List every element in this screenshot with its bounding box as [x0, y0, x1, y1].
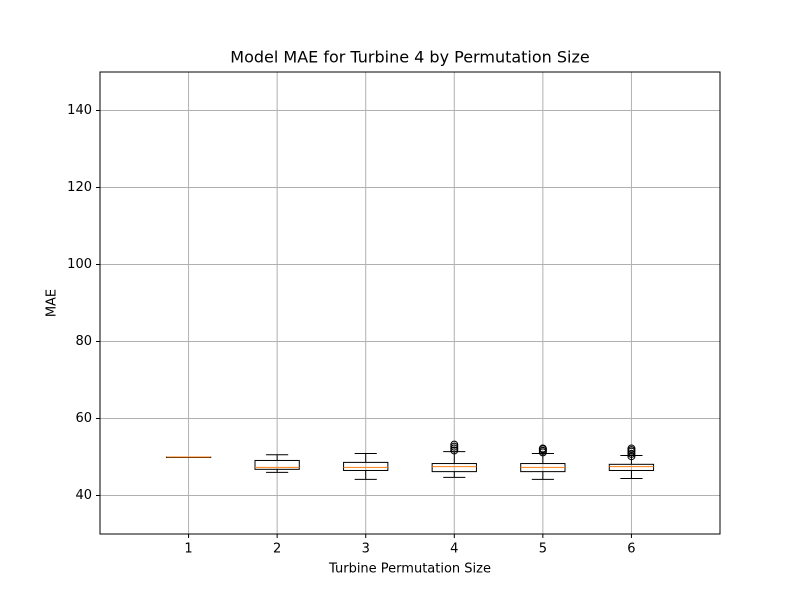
y-tick-label: 80 [75, 334, 92, 349]
outlier [627, 444, 636, 453]
outlier [538, 444, 547, 453]
box [343, 461, 389, 471]
outlier [627, 452, 636, 461]
box [254, 459, 300, 470]
box [608, 463, 655, 471]
chart-title: Model MAE for Turbine 4 by Permutation S… [230, 48, 589, 67]
x-axis-label: Turbine Permutation Size [328, 562, 491, 577]
x-tick-label: 3 [362, 542, 370, 557]
y-tick-label: 60 [75, 411, 92, 426]
outlier [627, 449, 636, 458]
x-tick-label: 4 [450, 542, 458, 557]
box [431, 463, 477, 473]
outlier [450, 440, 459, 449]
y-tick-label: 140 [67, 103, 92, 118]
y-tick-label: 40 [75, 488, 92, 503]
plot-frame [99, 71, 721, 535]
y-tick-label: 100 [67, 257, 92, 272]
y-tick-label: 120 [67, 180, 92, 195]
x-tick-label: 2 [273, 542, 281, 557]
y-axis-label: MAE [45, 289, 60, 317]
x-tick-label: 1 [184, 542, 192, 557]
x-tick-label: 6 [627, 542, 635, 557]
x-tick-label: 5 [539, 542, 547, 557]
